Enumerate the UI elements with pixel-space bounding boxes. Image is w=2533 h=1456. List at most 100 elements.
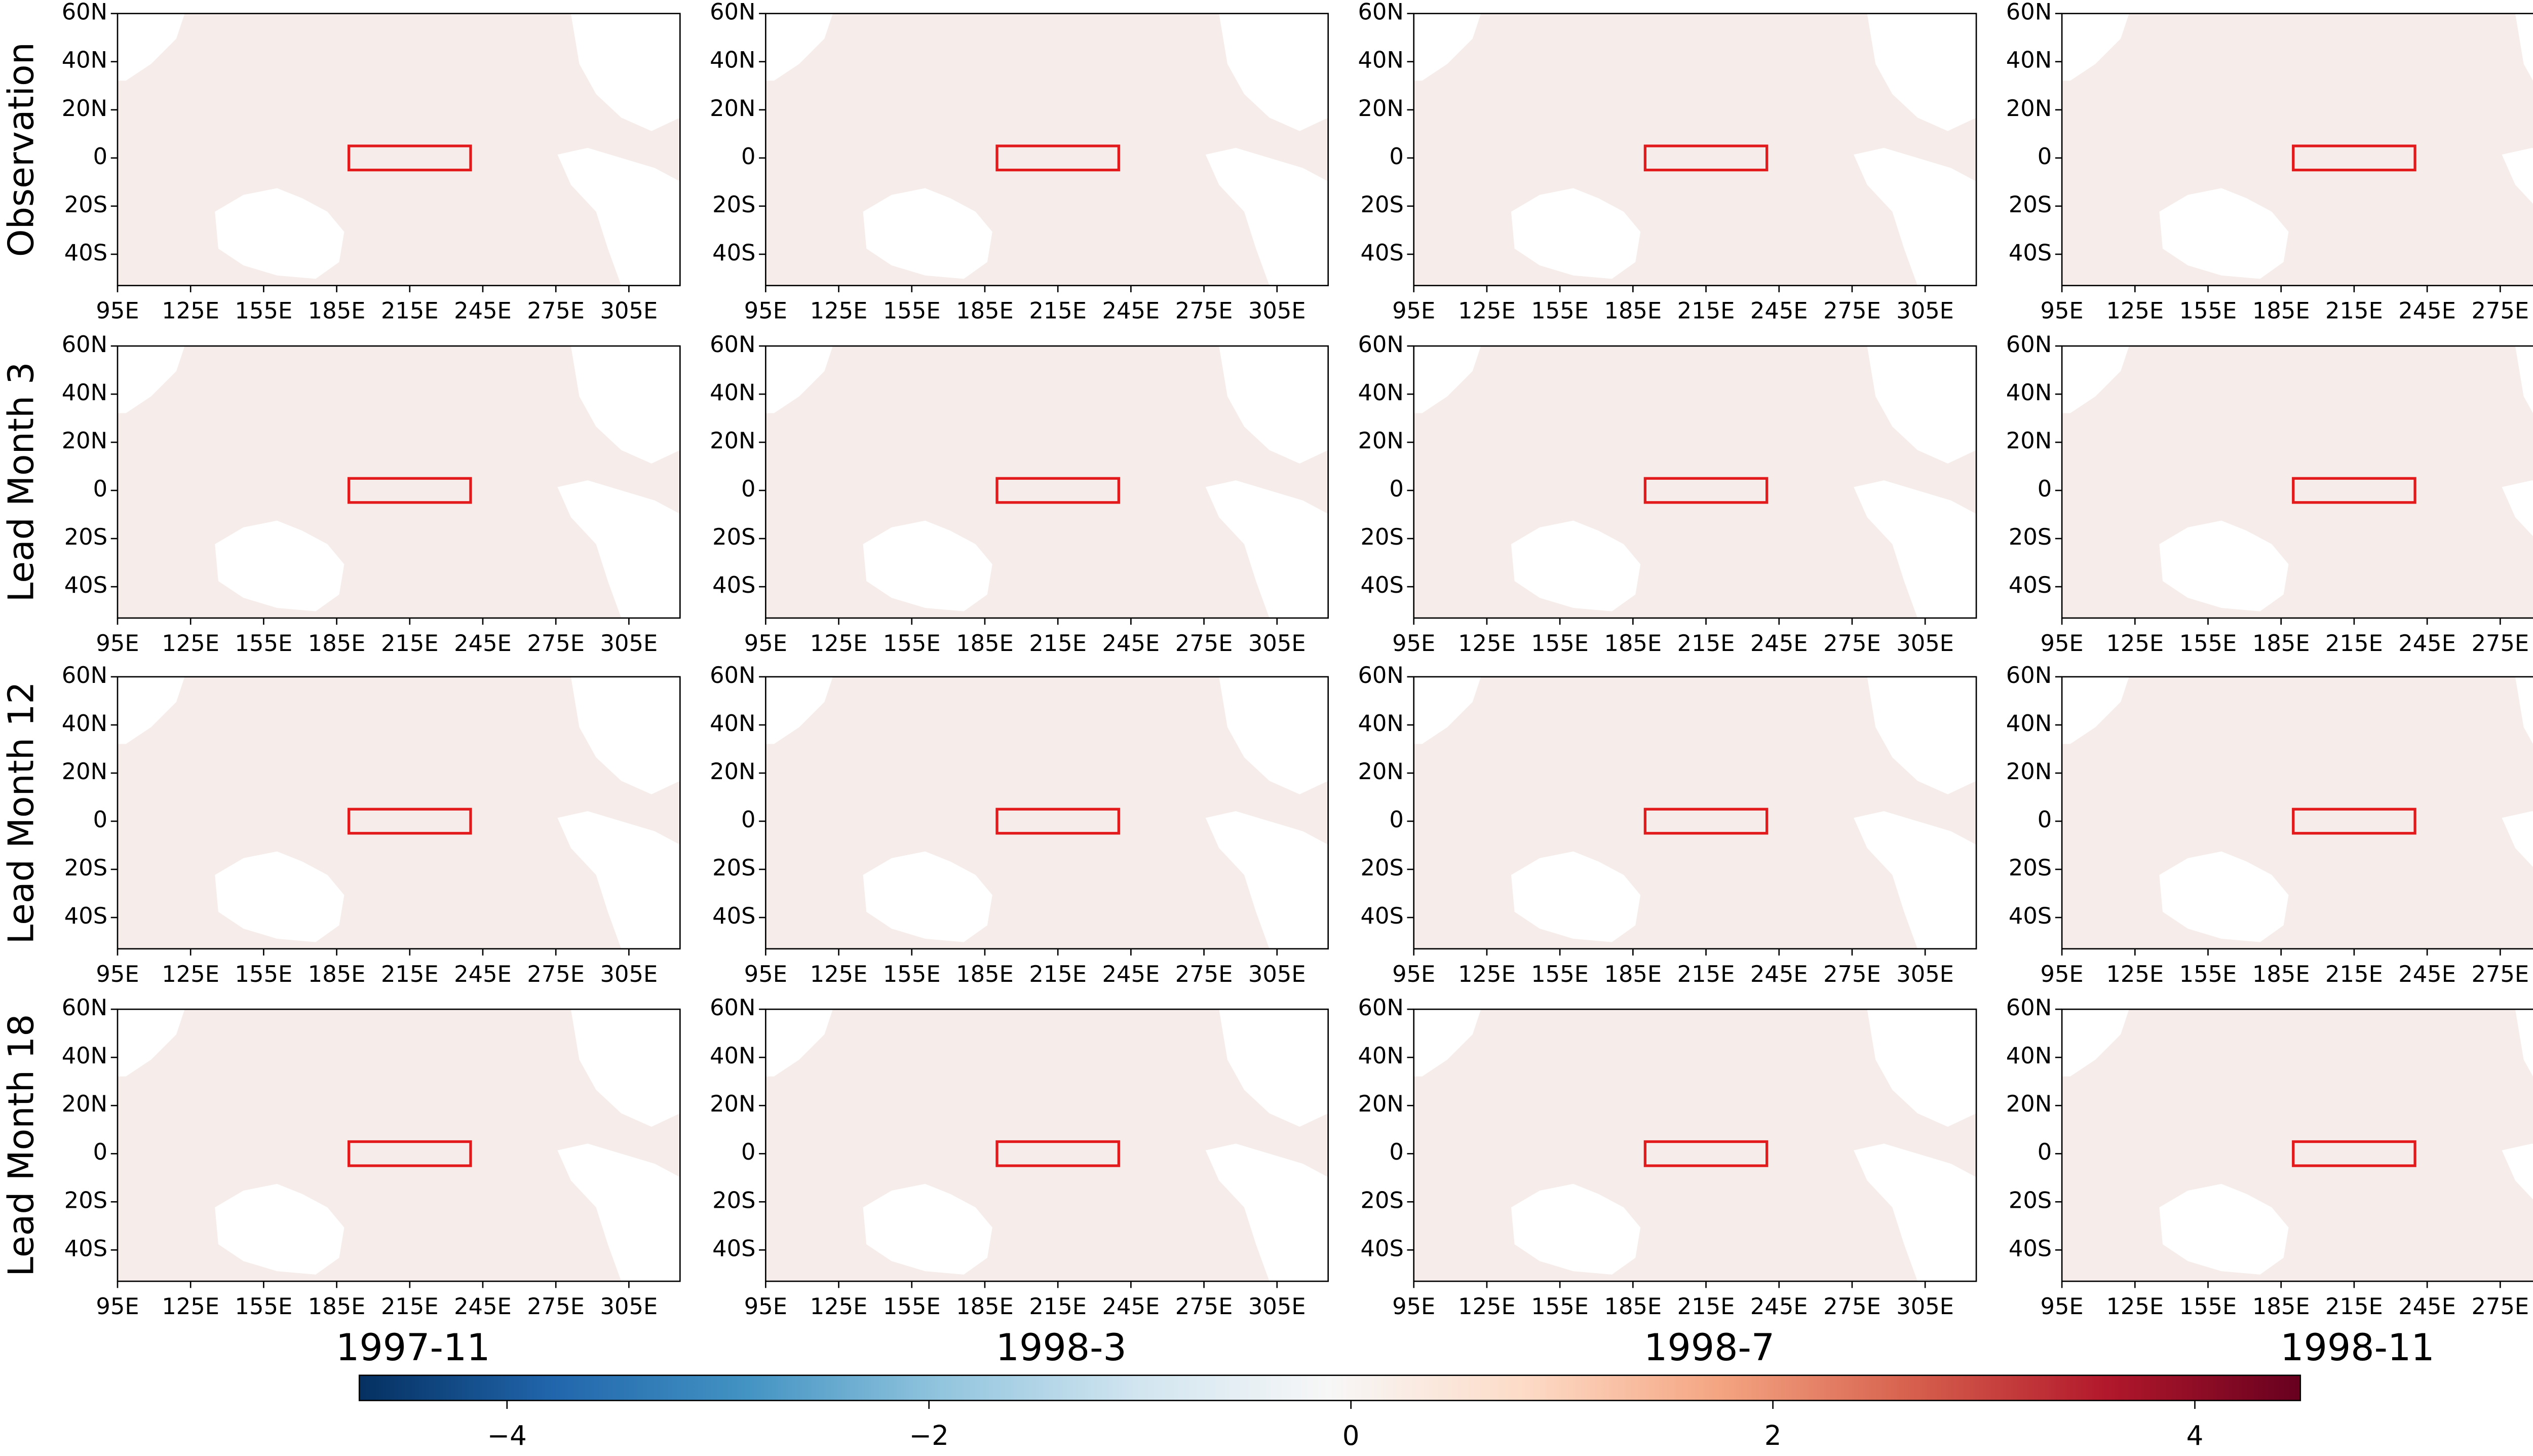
x-tick-label: 305E bbox=[1248, 297, 1306, 324]
x-tick-label: 245E bbox=[2398, 630, 2456, 657]
x-tick-label: 275E bbox=[527, 297, 585, 324]
y-tick-label: 40S bbox=[2009, 902, 2052, 929]
x-tick-label: 215E bbox=[2325, 1293, 2383, 1320]
x-tick-label: 125E bbox=[2106, 961, 2164, 987]
x-tick-label: 215E bbox=[1029, 961, 1087, 987]
axes-frame bbox=[1413, 13, 1977, 286]
x-tick-label: 155E bbox=[235, 297, 293, 324]
x-tick-label: 185E bbox=[1604, 1293, 1662, 1320]
x-tick-label: 95E bbox=[744, 961, 787, 987]
x-tick-label: 215E bbox=[1677, 297, 1735, 324]
x-tick-label: 95E bbox=[1392, 961, 1435, 987]
x-tick-label: 245E bbox=[454, 297, 512, 324]
y-tick-label: 60N bbox=[62, 331, 107, 358]
x-tick-label: 305E bbox=[1896, 961, 1954, 987]
x-tick-label: 155E bbox=[1531, 961, 1589, 987]
nino-box bbox=[347, 144, 472, 172]
y-tick-label: 40S bbox=[1361, 239, 1404, 266]
nino-box bbox=[1643, 1140, 1769, 1167]
x-tick-label: 125E bbox=[2106, 1293, 2164, 1320]
x-tick-label: 125E bbox=[1458, 1293, 1516, 1320]
x-tick-label: 245E bbox=[454, 630, 512, 657]
x-tick-label: 305E bbox=[1896, 297, 1954, 324]
y-tick-label: 0 bbox=[1389, 1138, 1403, 1165]
x-tick-label: 305E bbox=[1248, 1293, 1306, 1320]
nino-box bbox=[1643, 477, 1769, 504]
y-tick-label: 20S bbox=[64, 854, 107, 881]
column-label: 1997-11 bbox=[336, 1326, 490, 1369]
x-tick-label: 185E bbox=[2252, 297, 2310, 324]
axes-frame bbox=[765, 676, 1329, 950]
map-field bbox=[2062, 13, 2533, 286]
x-tick-label: 155E bbox=[235, 630, 293, 657]
x-tick-label: 275E bbox=[1823, 1293, 1881, 1320]
y-tick-label: 20S bbox=[1361, 854, 1404, 881]
y-tick-label: 0 bbox=[93, 143, 107, 170]
y-tick-label: 60N bbox=[1358, 331, 1403, 358]
y-tick-label: 0 bbox=[1389, 143, 1403, 170]
x-tick-label: 95E bbox=[744, 297, 787, 324]
x-tick-label: 95E bbox=[96, 961, 139, 987]
y-tick-label: 40N bbox=[2006, 379, 2052, 406]
x-tick-label: 275E bbox=[527, 961, 585, 987]
y-tick-label: 20S bbox=[64, 191, 107, 218]
x-tick-label: 95E bbox=[744, 630, 787, 657]
x-tick-label: 275E bbox=[1823, 961, 1881, 987]
colorbar-tick-label: −2 bbox=[909, 1420, 949, 1451]
x-tick-label: 275E bbox=[1175, 297, 1233, 324]
y-tick-label: 60N bbox=[2006, 331, 2052, 358]
x-tick-label: 155E bbox=[1531, 297, 1589, 324]
y-tick-label: 40S bbox=[712, 571, 755, 598]
column-label: 1998-11 bbox=[2280, 1326, 2435, 1369]
y-tick-label: 40S bbox=[1361, 902, 1404, 929]
y-tick-label: 60N bbox=[710, 994, 755, 1021]
nino-box bbox=[1643, 808, 1769, 835]
map-field bbox=[2062, 1009, 2533, 1282]
x-tick-label: 215E bbox=[2325, 297, 2383, 324]
axes-frame bbox=[2061, 345, 2533, 619]
x-tick-label: 275E bbox=[1823, 630, 1881, 657]
axes-frame bbox=[117, 676, 681, 950]
axes-frame bbox=[2061, 676, 2533, 950]
x-tick-label: 95E bbox=[96, 297, 139, 324]
axes-frame bbox=[1413, 1008, 1977, 1282]
x-tick-label: 155E bbox=[1531, 1293, 1589, 1320]
colorbar-tick-label: −4 bbox=[487, 1420, 527, 1451]
x-tick-label: 185E bbox=[956, 961, 1014, 987]
axes-frame bbox=[2061, 13, 2533, 286]
x-tick-label: 125E bbox=[162, 630, 219, 657]
axes-frame bbox=[117, 13, 681, 286]
x-tick-label: 125E bbox=[810, 1293, 868, 1320]
y-tick-label: 0 bbox=[2038, 475, 2052, 502]
y-tick-label: 60N bbox=[710, 662, 755, 688]
y-tick-label: 20S bbox=[64, 523, 107, 550]
x-tick-label: 245E bbox=[2398, 1293, 2456, 1320]
x-tick-label: 185E bbox=[956, 1293, 1014, 1320]
y-tick-label: 40S bbox=[64, 571, 107, 598]
x-tick-label: 245E bbox=[2398, 961, 2456, 987]
x-tick-label: 185E bbox=[308, 1293, 366, 1320]
x-tick-label: 95E bbox=[2040, 961, 2083, 987]
x-tick-label: 275E bbox=[2471, 297, 2529, 324]
y-tick-label: 20N bbox=[710, 95, 755, 122]
y-tick-label: 20N bbox=[710, 1090, 755, 1117]
x-tick-label: 305E bbox=[600, 1293, 658, 1320]
y-tick-label: 60N bbox=[710, 331, 755, 358]
x-tick-label: 95E bbox=[744, 1293, 787, 1320]
x-tick-label: 185E bbox=[1604, 630, 1662, 657]
nino-box bbox=[347, 808, 472, 835]
y-tick-label: 0 bbox=[2038, 1138, 2052, 1165]
x-tick-label: 95E bbox=[1392, 630, 1435, 657]
x-tick-label: 245E bbox=[1102, 1293, 1160, 1320]
nino-box bbox=[2292, 477, 2416, 504]
x-tick-label: 275E bbox=[527, 1293, 585, 1320]
nino-box bbox=[2292, 144, 2416, 172]
y-tick-label: 60N bbox=[2006, 662, 2052, 688]
y-tick-label: 40N bbox=[2006, 1042, 2052, 1069]
x-tick-label: 245E bbox=[454, 1293, 512, 1320]
y-tick-label: 60N bbox=[1358, 0, 1403, 25]
x-tick-label: 125E bbox=[1458, 297, 1516, 324]
y-tick-label: 40N bbox=[710, 379, 755, 406]
y-tick-label: 20N bbox=[2006, 1090, 2052, 1117]
